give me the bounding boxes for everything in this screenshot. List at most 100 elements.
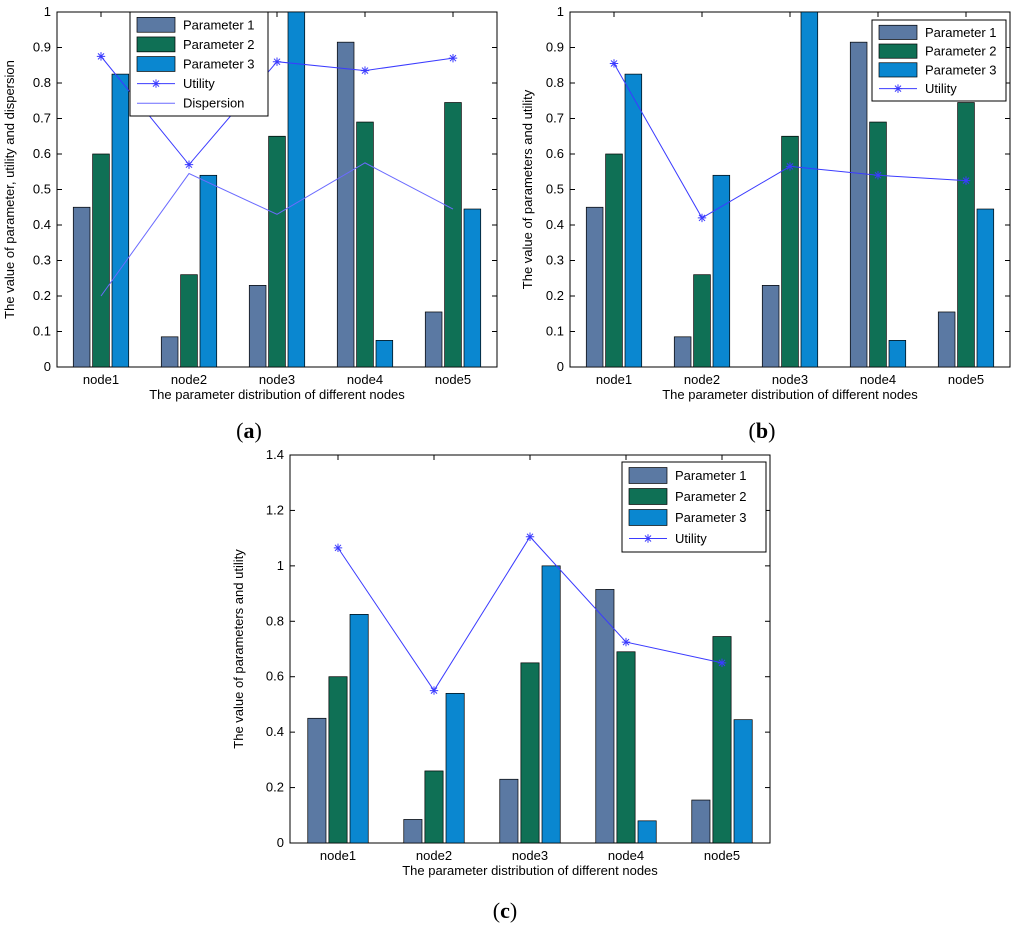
- x-tick-label-node1: node1: [320, 848, 356, 863]
- y-tick-label: 0.6: [266, 669, 284, 684]
- bar-parameter-3-node3: [541, 565, 561, 844]
- utility-point-node2: [184, 160, 194, 169]
- legend-marker-utility: [151, 79, 161, 88]
- y-tick-label: 0.1: [546, 324, 564, 339]
- legend-swatch-parameter-2: [628, 488, 668, 505]
- chart-panel-b: 0 0.1 0.2 0.3 0.4 0.5 0.6 0.7 0.8 0.9 1 node1 node2 n…: [520, 4, 1011, 402]
- y-tick-label: 0.5: [33, 182, 51, 197]
- bar-parameter-1-node5: [424, 311, 443, 368]
- bar-parameter-2-node4: [356, 121, 374, 368]
- bar-parameter-1-node4: [849, 41, 868, 368]
- bar-parameter-1-node4: [595, 589, 615, 844]
- legend-label-parameter-2: Parameter 2: [925, 44, 997, 59]
- utility-point-node2: [429, 686, 439, 695]
- bar-parameter-1-node5: [691, 799, 711, 844]
- x-tick-label-node4: node4: [608, 848, 644, 863]
- y-axis-label: The value of parameters and utility: [231, 549, 246, 749]
- bar-parameter-2-node4: [616, 651, 636, 844]
- utility-point-node1: [333, 543, 343, 553]
- legend-marker-utility: [893, 84, 903, 93]
- y-tick-label: 0.5: [546, 182, 564, 197]
- bar-parameter-1-node1: [585, 206, 604, 368]
- bar-parameter-2-node3: [520, 662, 540, 844]
- y-tick-label: 0.4: [546, 217, 564, 232]
- y-tick-label: 0.2: [33, 288, 51, 303]
- y-axis-label: The value of parameter, utility and disp…: [2, 60, 17, 319]
- bar-parameter-3-node1: [349, 614, 369, 844]
- bar-parameter-1-node3: [248, 285, 267, 368]
- legend-swatch-parameter-1: [628, 467, 668, 484]
- y-tick-label: 1.4: [266, 447, 284, 462]
- x-tick-label-node4: node4: [860, 372, 896, 387]
- y-tick-label: 0.3: [546, 253, 564, 268]
- utility-point-node4: [873, 171, 883, 180]
- bar-parameter-1-node3: [761, 285, 780, 368]
- bar-parameter-1-node1: [307, 717, 327, 844]
- bar-parameter-3-node2: [712, 174, 731, 368]
- y-tick-label: 0: [277, 835, 284, 850]
- legend-label-parameter-3: Parameter 3: [675, 510, 747, 525]
- bar-parameter-3-node1: [111, 73, 130, 368]
- utility-point-node5: [717, 658, 727, 668]
- bar-parameter-1-node3: [499, 778, 519, 844]
- legend-label-dispersion: Dispersion: [183, 96, 244, 111]
- legend-label-parameter-1: Parameter 1: [183, 17, 255, 32]
- bar-parameter-3-node3: [800, 11, 819, 368]
- bar-parameter-2-node5: [444, 102, 462, 368]
- legend-label-utility: Utility: [925, 81, 957, 96]
- y-tick-label: 0.8: [266, 613, 284, 628]
- y-tick-label: 0.8: [33, 75, 51, 90]
- bar-parameter-2-node5: [957, 102, 975, 368]
- bar-parameter-2-node3: [268, 135, 286, 368]
- panel-label-b: (b): [749, 418, 776, 443]
- x-axis-label: The parameter distribution of different …: [149, 387, 405, 402]
- y-tick-label: 1: [44, 4, 51, 19]
- panel-label-c: (c): [493, 898, 517, 923]
- utility-point-node4: [360, 66, 370, 75]
- bar-parameter-3-node5: [733, 719, 753, 844]
- y-tick-label: 0.9: [546, 40, 564, 55]
- y-tick-label: 0.4: [33, 217, 51, 232]
- bar-parameter-2-node2: [180, 274, 198, 368]
- x-tick-label-node2: node2: [684, 372, 720, 387]
- utility-point-node4: [621, 637, 631, 647]
- panel-label-a: (a): [236, 418, 262, 443]
- bar-parameter-3-node2: [445, 692, 465, 844]
- legend-label-utility: Utility: [183, 76, 215, 91]
- bar-parameter-1-node5: [937, 311, 956, 368]
- utility-point-node3: [272, 57, 282, 66]
- bar-parameter-1-node2: [403, 819, 423, 844]
- legend-swatch-parameter-1: [878, 24, 918, 40]
- x-tick-label-node4: node4: [347, 372, 383, 387]
- x-tick-label-node1: node1: [596, 372, 632, 387]
- legend-swatch-parameter-2: [136, 36, 176, 53]
- chart-panel-c: 0 0.2 0.4 0.6 0.8 1 1.2 1.4 node1 node2 node3 node4…: [231, 447, 771, 878]
- bar-parameter-2-node1: [605, 153, 623, 368]
- y-tick-label: 0.6: [546, 146, 564, 161]
- x-tick-label-node5: node5: [948, 372, 984, 387]
- bar-parameter-3-node2: [199, 174, 218, 368]
- y-tick-label: 0.2: [266, 780, 284, 795]
- y-tick-label: 0.1: [33, 324, 51, 339]
- x-tick-label-node2: node2: [171, 372, 207, 387]
- x-tick-label-node3: node3: [259, 372, 295, 387]
- x-axis-label: The parameter distribution of different …: [662, 387, 918, 402]
- legend-swatch-parameter-1: [136, 17, 176, 33]
- legend: Parameter 1 Parameter 2 Parameter 3 Utility: [621, 461, 767, 553]
- x-tick-label-node1: node1: [83, 372, 119, 387]
- bar-parameter-1-node1: [72, 206, 91, 368]
- x-axis-label: The parameter distribution of different …: [402, 863, 658, 878]
- bar-parameter-3-node4: [888, 340, 907, 368]
- x-tick-label-node5: node5: [704, 848, 740, 863]
- legend-swatch-parameter-3: [878, 62, 918, 78]
- legend-label-utility: Utility: [675, 531, 707, 546]
- utility-point-node3: [785, 162, 795, 171]
- bar-parameter-3-node1: [624, 73, 643, 368]
- legend-label-parameter-1: Parameter 1: [675, 468, 747, 483]
- bar-parameter-3-node5: [463, 208, 482, 368]
- bar-parameter-2-node1: [92, 153, 110, 368]
- y-tick-label: 0.7: [546, 111, 564, 126]
- bar-parameter-2-node4: [869, 121, 887, 368]
- y-tick-label: 0.4: [266, 724, 284, 739]
- x-tick-label-node3: node3: [772, 372, 808, 387]
